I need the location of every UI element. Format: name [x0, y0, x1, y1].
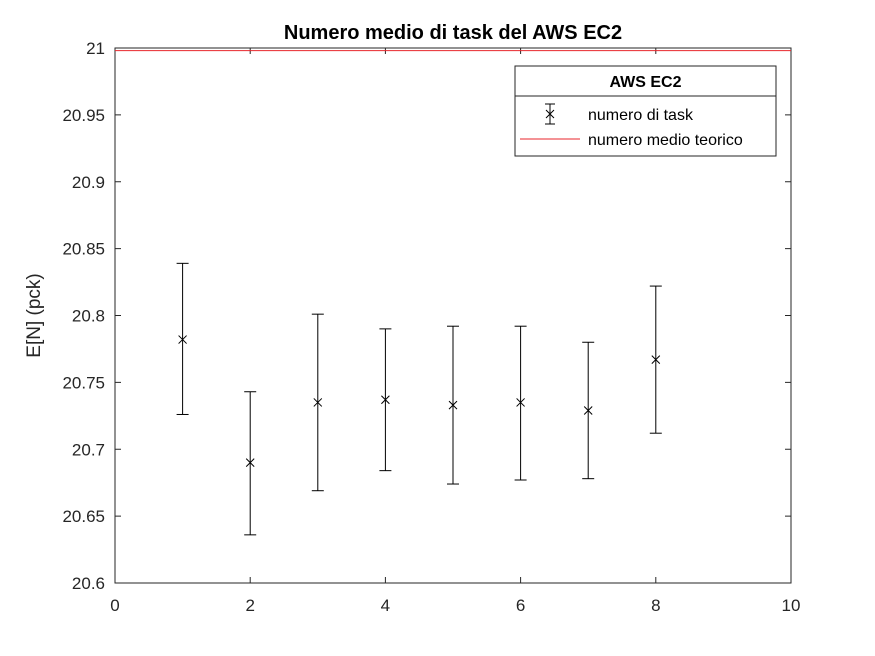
- errorbar-point: [311, 313, 324, 492]
- data-point-marker: [516, 398, 525, 407]
- data-point-marker: [313, 398, 323, 407]
- errorbar-point: [176, 262, 189, 415]
- data-point-marker: [178, 335, 187, 344]
- errorbar-point: [244, 391, 257, 536]
- y-axis-label: E[N] (pck): [24, 273, 45, 357]
- data-point-marker: [651, 355, 661, 364]
- y-tick-label: 20.6: [72, 574, 105, 593]
- data-point-marker: [583, 406, 593, 415]
- errorbar-point: [649, 285, 662, 434]
- x-tick-label: 6: [516, 596, 525, 615]
- x-tick-label: 10: [782, 596, 801, 615]
- y-tick-label: 21: [86, 39, 105, 58]
- plot-marks: [115, 50, 791, 536]
- errorbar-point: [447, 325, 459, 485]
- legend-box: [514, 65, 777, 157]
- data-point-marker: [448, 400, 458, 410]
- y-tick-label: 20.95: [62, 106, 105, 125]
- legend: AWS EC2 numero di task numero medio teoric…: [514, 65, 777, 157]
- y-tick-label: 20.8: [72, 307, 105, 326]
- data-point-marker: [245, 458, 255, 467]
- legend-title: AWS EC2: [609, 74, 681, 91]
- y-tick-label: 20.75: [62, 373, 105, 392]
- data-point-marker: [381, 395, 390, 405]
- legend-entry-label: numero medio teorico: [588, 132, 743, 149]
- errorbar-point: [514, 325, 527, 481]
- legend-marker: [545, 109, 555, 119]
- legend-entry-label: numero di task: [588, 107, 694, 124]
- y-tick-label: 20.65: [62, 507, 105, 526]
- x-tick-label: 0: [110, 596, 119, 615]
- x-tick-label: 2: [245, 596, 254, 615]
- x-tick-label: 4: [381, 596, 390, 615]
- x-tick-label: 8: [651, 596, 660, 615]
- chart-title: Numero medio di task del AWS EC2: [284, 22, 622, 44]
- y-tick-label: 20.9: [72, 173, 105, 192]
- errorbar-point: [582, 341, 595, 480]
- y-tick-label: 20.85: [62, 240, 105, 259]
- y-tick-label: 20.7: [72, 440, 105, 459]
- errorbar-point: [379, 328, 392, 472]
